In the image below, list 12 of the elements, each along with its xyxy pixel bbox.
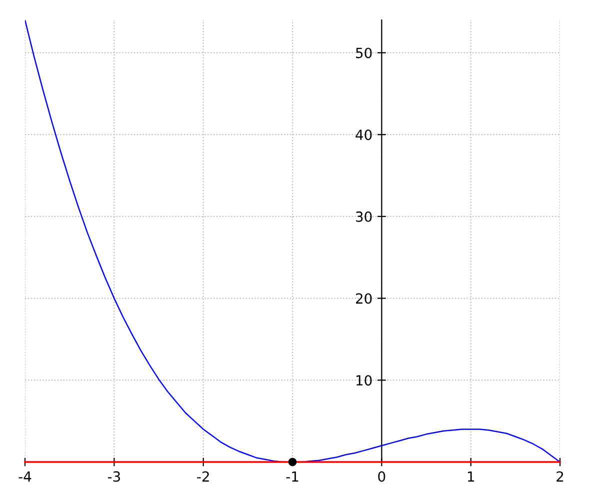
x-tick-label: -4 — [18, 471, 32, 482]
x-tick-label: 0 — [378, 471, 386, 482]
x-tick-label: 2 — [556, 471, 564, 482]
x-tick-label: -2 — [197, 471, 209, 482]
y-tick-label: 30 — [356, 211, 372, 222]
y-tick-label: 50 — [356, 48, 372, 58]
y-tick-label: 20 — [356, 293, 372, 304]
x-tick-label: -3 — [108, 471, 120, 482]
y-tick-label: 10 — [356, 375, 372, 386]
x-tick-label: 1 — [468, 471, 474, 482]
y-tick-label: 40 — [356, 130, 372, 140]
x-tick-label: -1 — [286, 471, 298, 482]
